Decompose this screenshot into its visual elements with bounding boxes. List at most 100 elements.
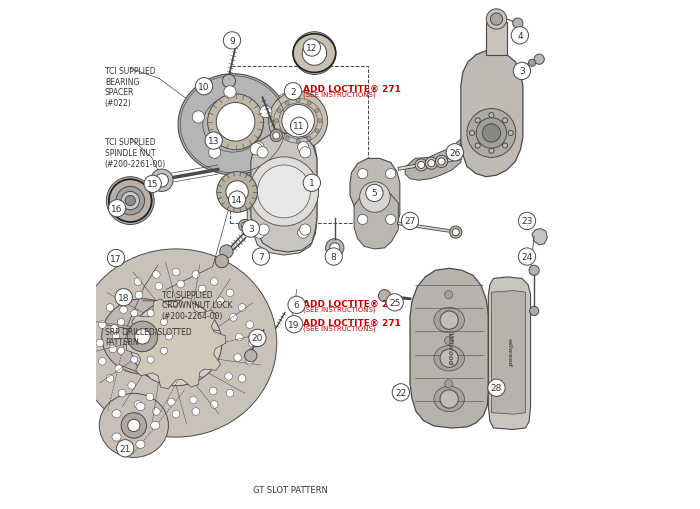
Ellipse shape bbox=[178, 75, 288, 176]
Circle shape bbox=[144, 176, 161, 193]
Circle shape bbox=[274, 120, 279, 124]
Ellipse shape bbox=[130, 301, 222, 386]
Circle shape bbox=[192, 271, 199, 279]
Circle shape bbox=[426, 158, 438, 170]
Circle shape bbox=[252, 248, 270, 266]
Circle shape bbox=[246, 321, 253, 329]
Circle shape bbox=[315, 109, 319, 114]
Circle shape bbox=[208, 95, 263, 151]
Circle shape bbox=[513, 63, 531, 80]
Circle shape bbox=[250, 144, 262, 156]
Text: 6: 6 bbox=[294, 301, 300, 310]
Circle shape bbox=[155, 282, 162, 290]
Text: 19: 19 bbox=[288, 320, 300, 329]
Circle shape bbox=[135, 329, 150, 345]
Circle shape bbox=[290, 118, 308, 135]
Circle shape bbox=[107, 250, 125, 267]
Circle shape bbox=[192, 408, 199, 415]
Ellipse shape bbox=[99, 393, 169, 458]
Polygon shape bbox=[489, 277, 531, 430]
Circle shape bbox=[360, 182, 390, 213]
Circle shape bbox=[489, 114, 494, 119]
Text: 16: 16 bbox=[111, 204, 122, 213]
Circle shape bbox=[134, 278, 141, 286]
Circle shape bbox=[415, 159, 427, 172]
Circle shape bbox=[118, 290, 126, 297]
Circle shape bbox=[386, 169, 396, 179]
Circle shape bbox=[127, 322, 158, 352]
Polygon shape bbox=[461, 51, 523, 177]
Circle shape bbox=[307, 102, 311, 106]
Text: 7: 7 bbox=[258, 252, 264, 262]
Circle shape bbox=[444, 337, 453, 345]
Circle shape bbox=[211, 278, 218, 286]
Circle shape bbox=[254, 228, 265, 239]
Circle shape bbox=[106, 304, 114, 312]
Circle shape bbox=[286, 316, 302, 333]
Circle shape bbox=[125, 196, 135, 206]
Circle shape bbox=[116, 187, 144, 215]
Circle shape bbox=[106, 375, 114, 383]
Text: 10: 10 bbox=[198, 82, 210, 92]
Ellipse shape bbox=[112, 433, 121, 441]
Circle shape bbox=[172, 269, 180, 276]
Text: 28: 28 bbox=[491, 383, 502, 392]
Polygon shape bbox=[350, 159, 400, 237]
Circle shape bbox=[257, 148, 268, 159]
Circle shape bbox=[475, 144, 480, 149]
Circle shape bbox=[216, 103, 255, 142]
Circle shape bbox=[249, 158, 318, 227]
Circle shape bbox=[260, 106, 272, 119]
Text: 3: 3 bbox=[248, 224, 253, 234]
Circle shape bbox=[435, 156, 448, 168]
Text: 23: 23 bbox=[522, 217, 533, 226]
FancyBboxPatch shape bbox=[486, 22, 507, 55]
Circle shape bbox=[216, 297, 224, 305]
Circle shape bbox=[253, 143, 264, 154]
Circle shape bbox=[115, 365, 122, 373]
Circle shape bbox=[242, 220, 260, 238]
Circle shape bbox=[99, 358, 106, 365]
Circle shape bbox=[190, 397, 197, 404]
Circle shape bbox=[298, 228, 309, 239]
Text: 25: 25 bbox=[389, 298, 400, 307]
Polygon shape bbox=[247, 129, 317, 256]
Circle shape bbox=[167, 399, 175, 406]
Text: ADD LOCTITE® 271: ADD LOCTITE® 271 bbox=[303, 84, 401, 94]
Polygon shape bbox=[126, 298, 226, 389]
Ellipse shape bbox=[213, 107, 253, 144]
Ellipse shape bbox=[112, 410, 121, 418]
Circle shape bbox=[307, 137, 311, 141]
Circle shape bbox=[258, 165, 310, 218]
Circle shape bbox=[392, 384, 410, 401]
Circle shape bbox=[211, 401, 218, 408]
Circle shape bbox=[277, 130, 281, 134]
Circle shape bbox=[470, 131, 475, 136]
Circle shape bbox=[195, 78, 213, 96]
Circle shape bbox=[440, 312, 458, 330]
Circle shape bbox=[118, 319, 125, 326]
Circle shape bbox=[475, 119, 480, 124]
Text: (SEE INSTRUCTIONS): (SEE INSTRUCTIONS) bbox=[303, 306, 376, 312]
Circle shape bbox=[467, 109, 516, 158]
Circle shape bbox=[172, 410, 180, 418]
Circle shape bbox=[155, 174, 169, 187]
Circle shape bbox=[503, 144, 507, 149]
Circle shape bbox=[134, 401, 141, 408]
Circle shape bbox=[269, 92, 328, 151]
Circle shape bbox=[115, 289, 132, 306]
Circle shape bbox=[486, 10, 507, 30]
Circle shape bbox=[147, 356, 154, 363]
Circle shape bbox=[160, 348, 167, 355]
Circle shape bbox=[508, 131, 513, 136]
Circle shape bbox=[258, 224, 269, 236]
Circle shape bbox=[150, 169, 173, 192]
Circle shape bbox=[296, 99, 300, 103]
Circle shape bbox=[239, 220, 251, 232]
Circle shape bbox=[489, 149, 494, 154]
Text: 11: 11 bbox=[293, 122, 305, 131]
Circle shape bbox=[230, 314, 237, 322]
Polygon shape bbox=[251, 134, 317, 252]
Circle shape bbox=[482, 125, 500, 143]
Circle shape bbox=[529, 266, 539, 276]
